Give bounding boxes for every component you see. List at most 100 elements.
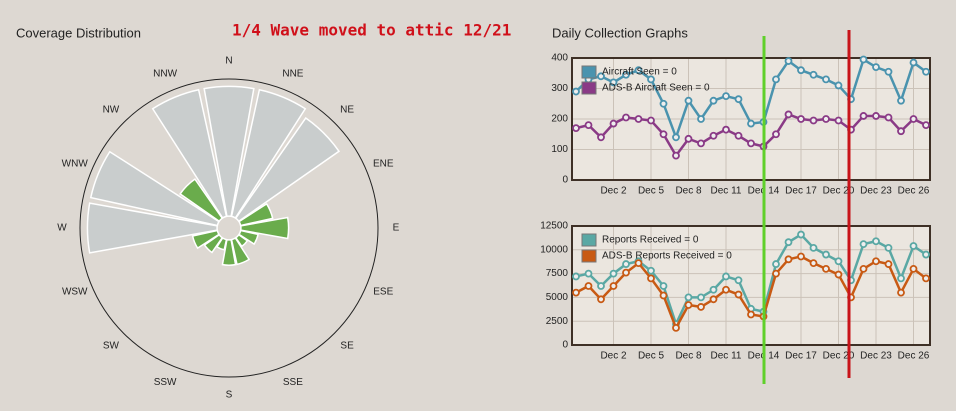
data-point [584,121,593,129]
data-point [872,63,880,72]
y-tick-label: 0 [562,175,568,186]
x-tick-label: Dec 17 [785,351,817,362]
y-tick-label: 7500 [546,268,569,279]
annotation: 1/4 Wave moved to attic 12/21 [232,21,511,40]
direction-label: WNW [62,159,89,170]
direction-label: ESE [373,287,393,298]
data-point [822,115,830,123]
data-point [922,250,930,259]
x-tick-label: Dec 2 [600,186,627,197]
legend-swatch [581,81,597,95]
data-point [609,269,618,278]
direction-label: WSW [62,287,88,298]
legend-swatch [581,65,597,79]
data-point [622,70,630,79]
coverage-wedge [179,178,224,223]
data-point [809,116,818,125]
data-point [772,260,780,268]
data-point [834,81,843,90]
data-point [822,75,830,84]
legend-label: Aircraft Seen = 0 [602,67,677,78]
data-point [672,323,680,332]
data-point [747,139,755,148]
data-point [909,264,918,273]
data-point [572,124,580,133]
data-point [584,269,593,278]
x-tick-label: Dec 11 [711,351,742,362]
data-point [722,92,730,101]
x-tick-label: Dec 2 [600,351,627,362]
data-point [659,130,668,139]
y-tick-label: 200 [551,114,568,125]
data-point [597,295,605,304]
data-point [784,255,793,264]
legend-label: ADS-B Reports Received = 0 [602,251,732,262]
data-point [784,110,793,119]
direction-label: E [393,223,400,234]
legend-label: ADS-B Aircraft Seen = 0 [602,83,710,94]
data-point [797,252,805,261]
coverage-wedge [239,216,290,240]
x-tick-label: Dec 8 [675,186,702,197]
direction-label: SSW [154,377,177,388]
direction-label: N [225,56,232,67]
data-point [872,257,880,266]
data-point [884,113,893,122]
data-point [647,274,655,283]
data-point [609,119,618,128]
data-point [609,282,618,290]
coverage-wedge [230,237,251,266]
coverage-wedge [221,238,237,266]
data-point [609,78,618,87]
y-tick-label: 10000 [540,244,568,255]
data-point [884,260,893,268]
data-point [734,95,743,104]
coverage-wedge [234,233,249,248]
data-point [772,269,780,278]
data-point [884,243,893,252]
direction-label: NW [103,105,120,116]
data-point [897,274,905,283]
y-tick-label: 12500 [540,221,568,232]
coverage-wedge [238,229,259,246]
data-point [822,250,830,259]
direction-label: SW [103,341,120,352]
direction-label: SE [340,341,354,352]
data-point [784,238,793,247]
y-tick-label: 300 [551,83,568,94]
data-point [809,70,818,79]
data-point [922,67,930,76]
data-point [634,259,643,268]
data-point [897,127,905,136]
data-point [709,285,718,294]
data-point [859,264,868,273]
x-tick-label: Dec 23 [860,351,892,362]
data-point [797,66,805,75]
data-point [684,96,693,105]
coverage-wedge [203,233,224,254]
data-point [597,133,605,142]
data-point [622,260,630,268]
direction-label: SSE [283,377,303,388]
charts: N NNE NE ENE E ESE SE SSE S SSW SW WSW W WNW NW NNW 0 100… [57,53,931,401]
coverage-wedge [89,150,220,227]
data-point [659,282,668,290]
data-point [684,293,693,302]
data-point [734,131,743,140]
coverage-wedge [191,229,220,250]
x-tick-label: Dec 26 [898,351,930,362]
plot-frame [571,57,931,181]
data-point [622,268,630,277]
data-point [834,257,843,266]
data-point [797,115,805,123]
data-point [697,303,705,311]
data-point [784,57,793,65]
data-point [647,75,655,84]
data-point [809,259,818,268]
data-point [834,270,843,279]
y-tick-label: 400 [551,53,568,64]
data-point [872,112,880,120]
section-title: Daily Collection Graphs [552,25,688,40]
data-point [722,272,730,281]
